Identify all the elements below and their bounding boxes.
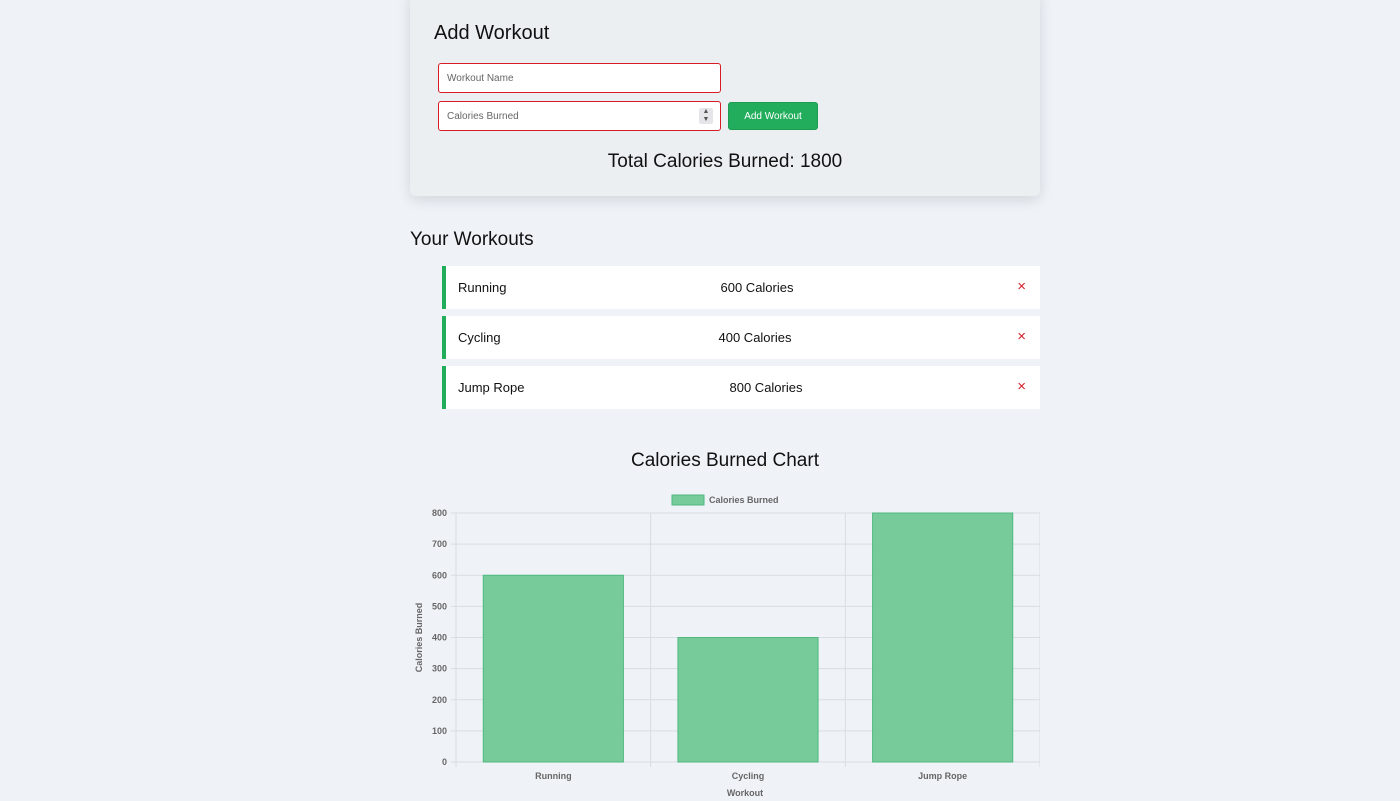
workout-item-calories: 800 Calories [729, 380, 803, 395]
chart-title: Calories Burned Chart [631, 450, 819, 471]
y-tick-label: 500 [432, 601, 447, 611]
add-workout-button[interactable]: Add Workout [728, 102, 818, 130]
delete-icon[interactable]: × [1017, 278, 1026, 295]
workout-item-name: Jump Rope [458, 380, 525, 395]
y-tick-label: 400 [432, 633, 447, 643]
bar-jump-rope [872, 512, 1014, 763]
y-tick-label: 200 [432, 695, 447, 705]
total-calories-text: Total Calories Burned: 1800 [607, 151, 843, 172]
x-tick-label: Cycling [732, 771, 765, 781]
delete-icon[interactable]: × [1017, 378, 1026, 395]
x-axis-title: Workout [727, 788, 763, 798]
y-tick-label: 100 [432, 726, 447, 736]
your-workouts-title: Your Workouts [410, 229, 534, 250]
bar-running [482, 574, 624, 763]
legend-label: Calories Burned [709, 495, 779, 505]
delete-icon[interactable]: × [1017, 328, 1026, 345]
y-tick-label: 600 [432, 570, 447, 580]
x-tick-label: Running [535, 771, 572, 781]
workout-item-name: Running [458, 280, 507, 295]
calories-burned-input[interactable] [438, 101, 721, 131]
legend-swatch [671, 494, 705, 506]
y-tick-label: 800 [432, 508, 447, 518]
calories-bar-chart: 0 100 200 300 400 500 600 700 800 Running Cycling J… [414, 494, 1040, 798]
y-axis-title: Calories Burned [414, 603, 424, 673]
workout-item-name: Cycling [458, 330, 501, 345]
workout-list: Running 600 Calories × Cycling 400 Calor… [442, 266, 1040, 416]
workout-item: Jump Rope 800 Calories × [442, 366, 1040, 409]
workout-name-input[interactable] [438, 63, 721, 93]
number-spinner-icon[interactable]: ▲ ▼ [699, 108, 713, 124]
calories-input-wrapper: ▲▼ [438, 101, 721, 131]
y-tick-label: 700 [432, 539, 447, 549]
workout-item: Running 600 Calories × [442, 266, 1040, 309]
add-workout-card: Add Workout ▲▼ Add Workout Total Calorie… [410, 0, 1040, 196]
x-tick-label: Jump Rope [918, 771, 967, 781]
workout-item-calories: 400 Calories [718, 330, 792, 345]
workout-item: Cycling 400 Calories × [442, 316, 1040, 359]
bar-cycling [677, 637, 819, 763]
add-workout-title: Add Workout [434, 22, 550, 44]
workout-item-calories: 600 Calories [720, 280, 794, 295]
y-tick-label: 300 [432, 664, 447, 674]
y-tick-label: 0 [442, 757, 447, 767]
